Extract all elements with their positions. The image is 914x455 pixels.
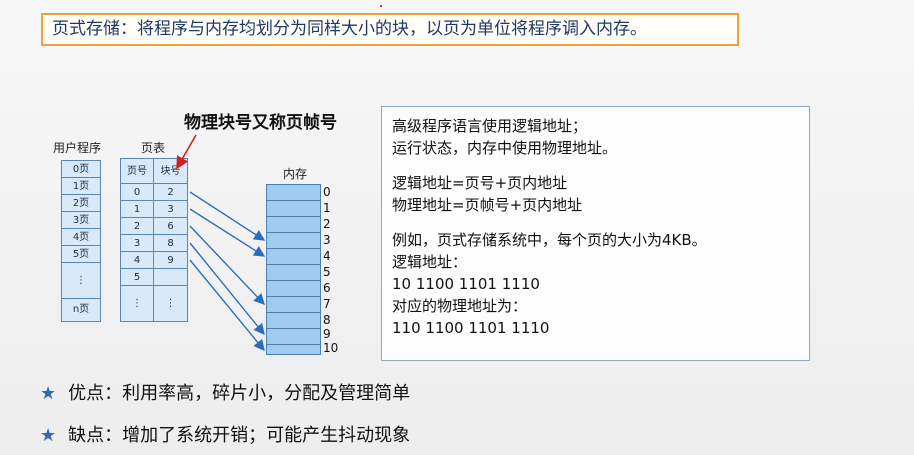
mapping-arrow [189,191,266,241]
user-page-cell: 5页 [62,246,100,263]
mapping-arrow [189,242,265,336]
memory-block [267,329,320,345]
page-table-label: 页表 [141,141,166,155]
block-number-cell: 6 [154,218,187,235]
disadvantages-bullet: ★ 缺点：增加了系统开销；可能产生抖动现象 [40,421,410,447]
info-line: 高级程序语言使用逻辑地址； [392,117,588,135]
memory-block-number: 0 [323,185,331,199]
memory-block [267,249,320,265]
info-line: 对应的物理地址为： [392,297,528,315]
advantages-bullet: ★ 优点：利用率高，碎片小，分配及管理简单 [40,379,410,405]
info-line: 逻辑地址=页号+页内地址 [392,174,568,192]
page-number-cell: ⋮ [121,286,154,321]
memory-label: 内存 [283,167,308,181]
annotation-arrow [176,134,197,170]
mapping-arrow [189,259,265,352]
memory-block [267,281,320,297]
page-number-cell: 5 [121,269,154,286]
block-number-cell [154,269,187,286]
page-table-header-page: 页号 [121,159,154,184]
info-line: 运行状态，内存中使用物理地址。 [392,139,618,157]
page-number-cell: 2 [121,218,154,235]
block-number-cell: 9 [154,252,187,269]
memory-block [267,313,320,329]
memory-block [267,185,320,201]
memory-block [267,201,320,217]
memory-block-number: 6 [323,281,331,295]
user-page-cell: n页 [72,304,90,315]
block-number-cell: ⋮ [165,298,176,309]
block-number-cell: 8 [154,235,187,252]
page-number-cell: 4 [121,252,154,269]
memory-block-column [266,184,321,355]
memory-block [267,297,320,313]
star-icon: ★ [40,425,57,446]
page-number-cell: 3 [121,235,154,252]
memory-block [267,345,320,354]
info-line: 10 1100 1101 1110 [392,275,540,293]
user-page-cell: 3页 [62,212,100,229]
memory-block-number: 5 [323,265,331,279]
memory-block-number: 4 [323,249,331,263]
advantages-text: 优点：利用率高，碎片小，分配及管理简单 [68,383,411,404]
info-line: 例如，页式存储系统中，每个页的大小为4KB。 [392,231,707,249]
page-table: 页号 块号 0 2 1 3 2 6 3 8 4 9 5 ⋮ ⋮ [120,158,188,322]
memory-block-number: 10 [323,341,339,355]
memory-block-number: 1 [323,201,331,215]
user-page-cell: ⋮ [62,263,100,299]
page-title: 页式存储：将程序与内存均划分为同样大小的块，以页为单位将程序调入内存。 [41,13,739,46]
mapping-arrow [189,225,265,306]
block-number-cell: 2 [154,184,187,201]
page-number-cell: 0 [121,184,154,201]
user-page-cell: 2页 [62,195,100,212]
memory-block [267,217,320,233]
user-page-cell: 0页 [62,161,100,178]
info-line: 物理地址=页帧号+页内地址 [392,196,583,214]
memory-block [267,233,320,249]
memory-block-number: 8 [323,313,331,327]
info-line: 逻辑地址： [392,253,468,271]
user-page-cell: 4页 [62,229,100,246]
annotation-label: 物理块号又称页帧号 [184,113,337,133]
star-icon: ★ [40,383,57,404]
user-program-label: 用户程序 [53,141,102,155]
mapping-arrow [189,208,266,257]
red-dot-marker [380,5,382,7]
disadvantages-text: 缺点：增加了系统开销；可能产生抖动现象 [68,425,411,446]
memory-block-number: 9 [323,327,331,341]
memory-block-number: 2 [323,217,331,231]
page-number-cell: 1 [121,201,154,218]
info-line: 110 1100 1101 1110 [392,319,550,337]
block-number-cell: 3 [154,201,187,218]
user-page-cell: 1页 [62,178,100,195]
memory-block-number: 7 [323,297,331,311]
memory-block-number: 3 [323,233,331,247]
memory-block [267,265,320,281]
user-program-table: 0页 1页 2页 3页 4页 5页 ⋮ n页 [61,160,101,322]
explanation-box: 高级程序语言使用逻辑地址； 运行状态，内存中使用物理地址。 逻辑地址=页号+页内… [381,106,810,361]
page-table-header-block: 块号 [154,159,187,184]
